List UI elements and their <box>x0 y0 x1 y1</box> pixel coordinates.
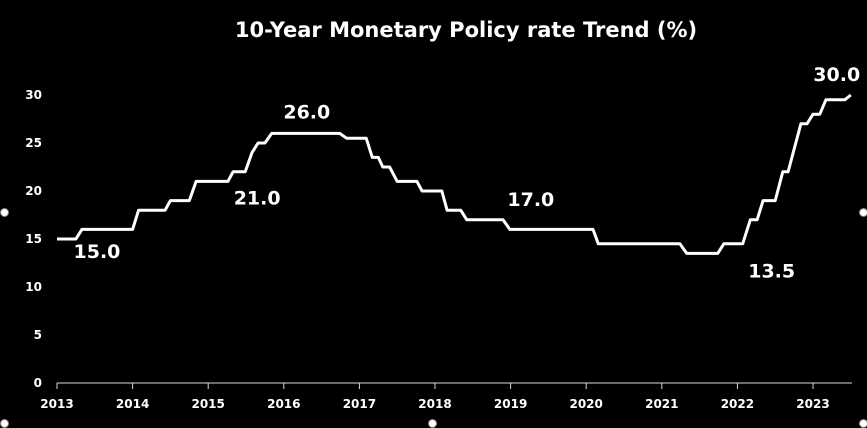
x-tick-label: 2015 <box>191 397 224 411</box>
x-tick-label: 2018 <box>418 397 451 411</box>
y-tick-label: 0 <box>34 376 42 390</box>
x-tick-label: 2019 <box>494 397 527 411</box>
chart-title: 10-Year Monetary Policy rate Trend (%) <box>235 18 697 42</box>
data-label: 17.0 <box>507 189 554 211</box>
resize-handle-left[interactable] <box>0 208 9 217</box>
y-tick-label: 15 <box>25 232 42 246</box>
y-tick-label: 10 <box>25 280 42 294</box>
resize-handle-bottom[interactable] <box>428 419 437 428</box>
x-tick-label: 2017 <box>343 397 376 411</box>
data-label: 13.5 <box>748 260 795 282</box>
resize-handle-bottom-right[interactable] <box>859 419 867 428</box>
data-label: 21.0 <box>234 187 281 209</box>
y-tick-label: 20 <box>25 184 42 198</box>
y-tick-label: 5 <box>34 328 42 342</box>
y-tick-label: 30 <box>25 88 42 102</box>
resize-handle-right[interactable] <box>859 208 867 217</box>
data-label: 30.0 <box>813 64 860 86</box>
x-tick-label: 2020 <box>569 397 602 411</box>
y-tick-label: 25 <box>25 136 42 150</box>
x-tick-label: 2016 <box>267 397 300 411</box>
x-tick-label: 2022 <box>721 397 754 411</box>
data-label: 15.0 <box>74 241 121 263</box>
series-line-policy-rate <box>57 93 852 255</box>
x-tick-label: 2014 <box>116 397 149 411</box>
x-tick-label: 2023 <box>796 397 829 411</box>
data-label: 26.0 <box>283 101 330 123</box>
x-tick-label: 2021 <box>645 397 678 411</box>
resize-handle-bottom-left[interactable] <box>0 419 9 428</box>
x-tick-label: 2013 <box>40 397 73 411</box>
